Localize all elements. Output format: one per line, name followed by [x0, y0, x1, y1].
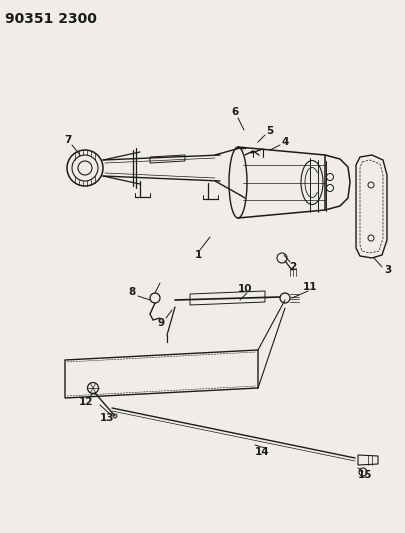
Text: 5: 5 [266, 126, 274, 136]
Text: 12: 12 [79, 397, 93, 407]
Text: 9: 9 [158, 318, 164, 328]
Text: 3: 3 [384, 265, 392, 275]
Text: 14: 14 [255, 447, 269, 457]
Text: 6: 6 [231, 107, 239, 117]
Text: 8: 8 [128, 287, 136, 297]
Text: 90351 2300: 90351 2300 [5, 12, 97, 26]
Text: 2: 2 [290, 262, 296, 272]
Text: 10: 10 [238, 284, 252, 294]
Text: 1: 1 [194, 250, 202, 260]
Text: 15: 15 [358, 470, 372, 480]
Text: 7: 7 [64, 135, 72, 145]
Text: 4: 4 [281, 137, 289, 147]
Text: 13: 13 [100, 413, 114, 423]
Text: 11: 11 [303, 282, 317, 292]
